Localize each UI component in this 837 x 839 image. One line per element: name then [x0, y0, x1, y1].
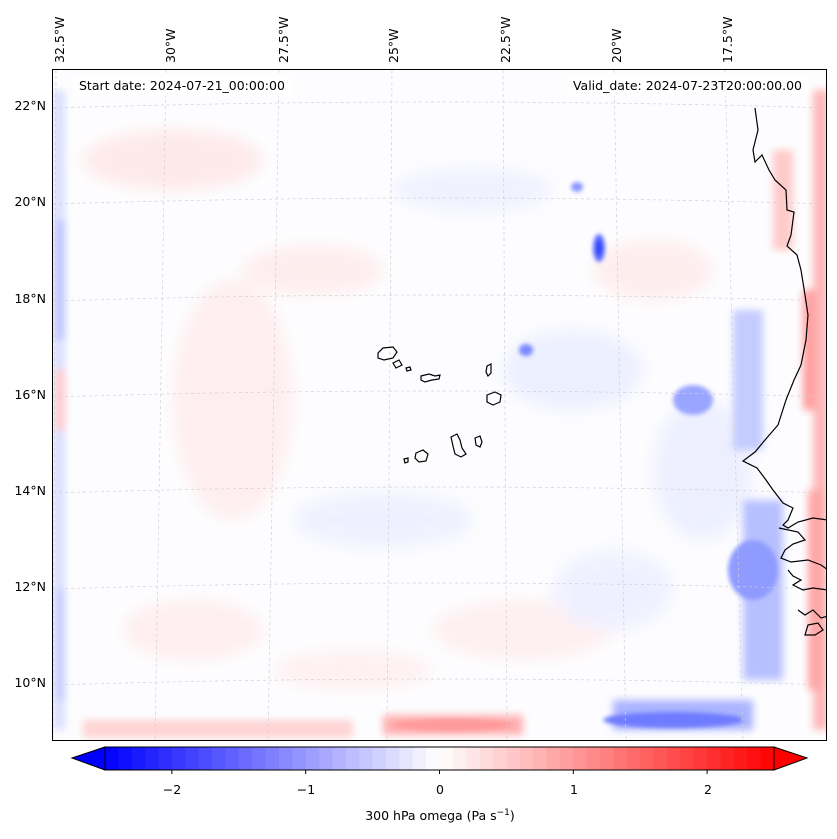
lat-label-18n: 18°N — [14, 291, 46, 306]
omega-field-background — [83, 130, 753, 690]
island-maio — [474, 435, 483, 448]
colorbar-label-prefix: 300 hPa omega (Pa s — [365, 808, 497, 824]
colorbar-bin — [640, 747, 655, 770]
island-brava — [403, 457, 409, 464]
colorbar-bin — [158, 747, 173, 770]
lat-label-20n: 20°N — [14, 194, 46, 209]
colorbar-bin — [533, 747, 548, 770]
colorbar-bin — [519, 747, 534, 770]
lon-label-20w: 20°W — [609, 28, 624, 63]
lon-label-17-5w: 17.5°W — [720, 16, 735, 63]
island-santa-luzia — [405, 366, 412, 372]
colorbar-label-exponent: −1 — [496, 808, 510, 818]
lat-label-10n: 10°N — [14, 675, 46, 690]
lat-label-16n: 16°N — [14, 387, 46, 402]
island-sal — [485, 363, 492, 378]
colorbar-bin — [466, 747, 481, 770]
colorbar-bin — [198, 747, 213, 770]
colorbar-bin — [613, 747, 628, 770]
lat-label-14n: 14°N — [14, 483, 46, 498]
colorbar-bin — [733, 747, 748, 770]
colorbar-bin — [265, 747, 280, 770]
colorbar-bin — [118, 747, 133, 770]
lon-label-27-5w: 27.5°W — [276, 16, 291, 63]
colorbar-bin — [105, 747, 119, 770]
island-boa-vista — [486, 391, 502, 406]
island-sao-nicolau — [420, 373, 441, 383]
colorbar-bin — [586, 747, 601, 770]
start-date-label: Start date: 2024-07-21_00:00:00 — [73, 76, 291, 96]
colorbar-bin — [171, 747, 186, 770]
colorbar-tick-label-neg1: −1 — [296, 782, 316, 797]
colorbar-bin — [292, 747, 307, 770]
colorbar-bin — [278, 747, 293, 770]
colorbar-bins — [105, 747, 775, 770]
colorbar-label: 300 hPa omega (Pa s−1) — [365, 808, 515, 823]
colorbar-bin — [493, 747, 507, 770]
colorbar-bin — [345, 747, 360, 770]
colorbar-bin — [600, 747, 614, 770]
colorbar-bin — [666, 747, 681, 770]
lon-label-30w: 30°W — [163, 28, 178, 63]
colorbar-bin — [238, 747, 253, 770]
colorbar-bin — [546, 747, 561, 770]
colorbar-bin — [332, 747, 347, 770]
colorbar-label-suffix: ) — [509, 808, 515, 824]
colorbar-bin — [252, 747, 267, 770]
colorbar-tick-label-2: 2 — [704, 782, 712, 797]
colorbar-bin — [372, 747, 387, 770]
lat-label-12n: 12°N — [14, 579, 46, 594]
colorbar-bin — [319, 747, 333, 770]
colorbar-bin — [185, 747, 200, 770]
coastline — [741, 107, 826, 636]
map-gridlines — [53, 70, 826, 740]
colorbar-tick-label-0: 0 — [436, 782, 444, 797]
colorbar-bin — [359, 747, 374, 770]
africa-coastline — [741, 107, 826, 529]
colorbar-bin — [131, 747, 146, 770]
colorbar-bin — [212, 747, 226, 770]
colorbar-bin — [412, 747, 427, 770]
colorbar-bin — [747, 747, 762, 770]
colorbar-bin — [399, 747, 414, 770]
colorbar-bin — [680, 747, 695, 770]
colorbar-bin — [559, 747, 574, 770]
colorbar-bin — [305, 747, 320, 770]
lon-label-32-5w: 32.5°W — [52, 16, 67, 63]
colorbar-bin — [225, 747, 240, 770]
colorbar-bin — [707, 747, 721, 770]
omega-field-map — [53, 70, 826, 740]
omega-field-features — [393, 182, 778, 731]
colorbar-bin — [626, 747, 641, 770]
colorbar-bin — [479, 747, 494, 770]
colorbar-bin — [439, 747, 454, 770]
island-sao-vicente — [392, 359, 403, 369]
colorbar-bin — [426, 747, 440, 770]
cape-verde-islands — [377, 346, 502, 464]
colorbar-ticks — [171, 770, 708, 774]
colorbar-bin — [145, 747, 160, 770]
colorbar-bin — [385, 747, 400, 770]
colorbar-bin — [720, 747, 735, 770]
map-panel[interactable] — [52, 69, 827, 741]
colorbar-extend-low — [70, 746, 106, 771]
colorbar-bin — [653, 747, 668, 770]
colorbar-tick-label-neg2: −2 — [162, 782, 182, 797]
colorbar-extend-high — [773, 746, 809, 771]
lon-label-22-5w: 22.5°W — [498, 16, 513, 63]
lon-label-25w: 25°W — [386, 28, 401, 63]
valid-date-label: Valid_date: 2024-07-23T20:00:00.00 — [566, 76, 808, 96]
colorbar-bin — [452, 747, 467, 770]
colorbar-bin — [573, 747, 588, 770]
colorbar-bin — [693, 747, 708, 770]
island-santiago — [450, 433, 467, 458]
colorbar-outline — [104, 746, 775, 771]
lat-label-22n: 22°N — [14, 98, 46, 113]
colorbar-bin — [506, 747, 521, 770]
colorbar-tick-label-1: 1 — [570, 782, 578, 797]
island-santo-antao — [377, 346, 398, 361]
colorbar-bin — [760, 747, 775, 770]
island-fogo — [414, 449, 429, 463]
